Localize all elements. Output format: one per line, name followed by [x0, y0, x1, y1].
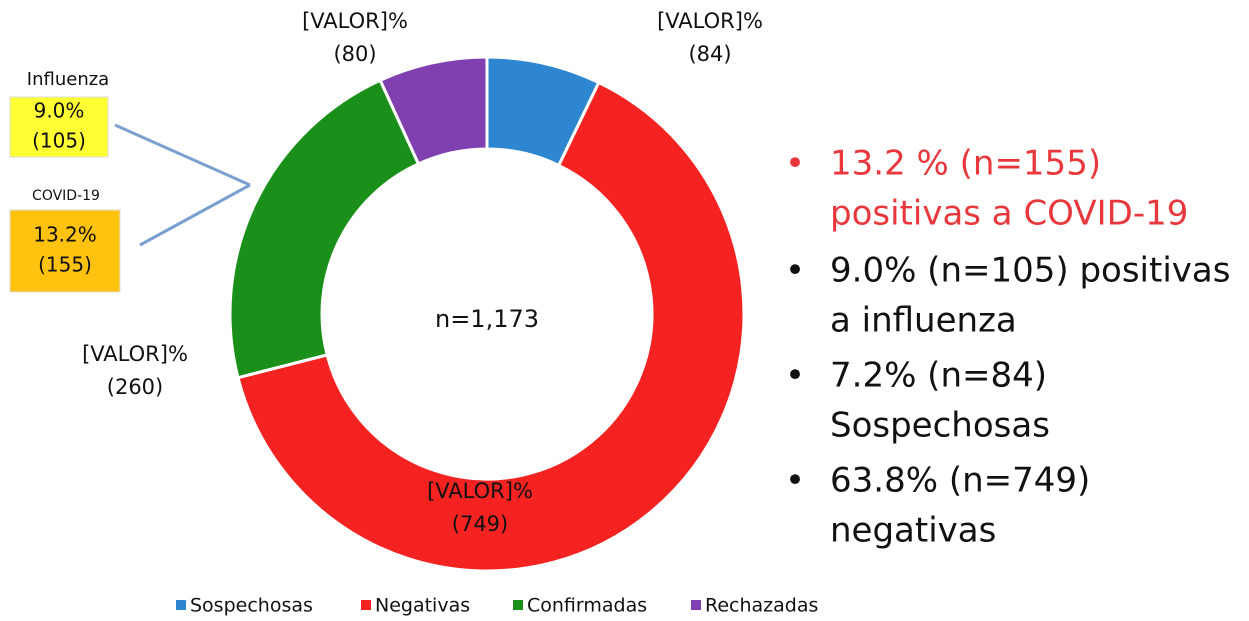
callout-count: (155) — [38, 253, 92, 277]
legend-label: Sospechosas — [190, 595, 313, 617]
legend-swatch — [513, 600, 523, 610]
bullet-text: 63.8% (n=749) — [830, 461, 1090, 501]
bullet-text: a influenza — [830, 301, 1017, 341]
legend-swatch — [361, 600, 371, 610]
center-label: n=1,173 — [435, 305, 539, 333]
bullet-text: positivas a COVID-19 — [830, 194, 1188, 234]
data-label: (260) — [107, 375, 163, 399]
bullet-text: negativas — [830, 511, 996, 551]
callout-box — [9, 209, 121, 293]
bullet-symbol: • — [785, 356, 805, 396]
bullet-text: Sospechosas — [830, 406, 1050, 446]
donut-slice — [378, 55, 489, 166]
data-label: (749) — [452, 512, 508, 536]
callout-line — [114, 123, 251, 187]
legend-label: Rechazadas — [705, 595, 818, 617]
data-label: (80) — [333, 42, 376, 66]
donut-slice — [228, 78, 421, 380]
data-label: [VALOR]% — [302, 9, 408, 33]
data-label: [VALOR]% — [82, 342, 188, 366]
legend-swatch — [176, 600, 186, 610]
data-label: [VALOR]% — [657, 9, 763, 33]
callout-line — [139, 183, 251, 247]
callout-box — [9, 96, 109, 158]
bullet-text: 13.2 % (n=155) — [830, 144, 1101, 184]
legend-label: Negativas — [375, 595, 470, 617]
callout-value: 9.0% — [34, 99, 85, 123]
bullet-symbol: • — [785, 251, 805, 291]
callout-title: Influenza — [27, 69, 109, 90]
callout-title: COVID-19 — [32, 188, 100, 204]
data-label: (84) — [688, 42, 731, 66]
callout-value: 13.2% — [33, 223, 97, 247]
bullet-text: 9.0% (n=105) positivas — [830, 251, 1230, 291]
callout-count: (105) — [32, 129, 86, 153]
bullet-text: 7.2% (n=84) — [830, 356, 1047, 396]
legend-label: Confirmadas — [527, 595, 647, 617]
legend-swatch — [691, 600, 701, 610]
data-label: [VALOR]% — [427, 479, 533, 503]
bullet-symbol: • — [785, 144, 805, 184]
bullet-symbol: • — [785, 461, 805, 501]
donut-slice — [236, 80, 746, 573]
